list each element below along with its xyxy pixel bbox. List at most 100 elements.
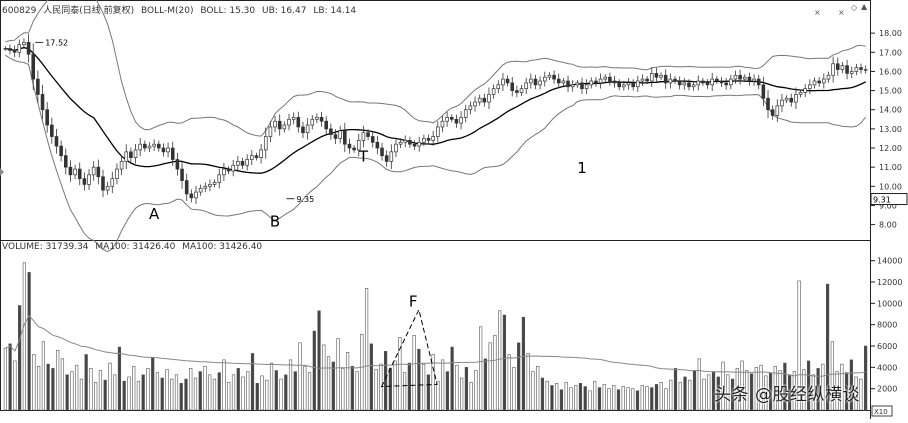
candle-body <box>584 84 589 90</box>
candle-body <box>473 101 477 107</box>
candle-body <box>352 147 356 151</box>
candle <box>473 96 477 112</box>
volume-bar <box>136 380 141 411</box>
candle <box>715 76 719 84</box>
candle-body <box>236 161 240 166</box>
candle-body <box>138 143 142 151</box>
volume-bar <box>512 367 516 411</box>
candle-body <box>701 80 705 84</box>
candle <box>356 133 361 157</box>
annotation-t: T <box>358 147 369 165</box>
candle <box>677 76 682 90</box>
candle <box>724 78 728 90</box>
candle <box>459 111 463 130</box>
candle <box>770 105 775 120</box>
candle <box>454 114 459 128</box>
candle-body <box>542 76 547 82</box>
candle-body <box>203 185 208 189</box>
low-price-label: 9.35 <box>296 195 314 204</box>
candle-body <box>161 147 166 153</box>
candle-body <box>175 159 180 170</box>
volume-bar <box>645 386 649 411</box>
candle <box>766 90 770 118</box>
volume-bar <box>864 345 868 411</box>
volume-bar <box>745 370 749 411</box>
candle <box>729 74 733 90</box>
candle-body <box>45 109 49 126</box>
volume-bar <box>184 378 188 411</box>
candle-body <box>529 78 533 84</box>
candle-body <box>426 138 431 141</box>
candle <box>403 135 408 148</box>
volume-bar <box>41 341 46 411</box>
candle <box>780 93 784 113</box>
candle-body <box>222 168 226 176</box>
candle-body <box>798 92 803 95</box>
candle-body <box>370 136 375 143</box>
volume-bar <box>545 380 549 411</box>
price-panel-frame <box>0 0 871 241</box>
diamond-icon[interactable]: ◇ <box>851 3 858 12</box>
candle-body <box>482 97 487 103</box>
price-tick-label: 17.00 <box>879 48 902 57</box>
candle <box>254 152 259 161</box>
volume-bar <box>331 361 335 411</box>
volume-bar <box>303 365 307 411</box>
volume-bar <box>464 367 468 411</box>
candle <box>96 159 101 185</box>
candle <box>594 77 598 87</box>
volume-bar <box>203 365 207 411</box>
candle-body <box>263 136 268 151</box>
volume-bar <box>288 359 293 411</box>
scroll-up-icon[interactable]: ▲ <box>861 2 868 11</box>
volume-bar <box>735 368 739 411</box>
candle <box>338 125 342 144</box>
volume-bar <box>583 386 587 411</box>
candle-body <box>835 63 840 70</box>
volume-bar <box>250 353 255 411</box>
volume-tick-label: 4000 <box>877 363 897 372</box>
close-icon-2[interactable]: × <box>838 8 845 17</box>
candle <box>110 171 115 194</box>
candle <box>305 118 310 140</box>
volume-bar <box>764 375 768 411</box>
candle <box>752 74 756 86</box>
volume-bar <box>821 363 825 411</box>
volume-bar <box>122 380 126 411</box>
candle-body <box>603 76 608 80</box>
volume-bar <box>588 390 592 411</box>
annotation-b: B <box>270 213 280 231</box>
price-tick-label: 8.00 <box>879 221 897 230</box>
candle <box>566 75 570 93</box>
current-price-box <box>870 193 908 206</box>
candle <box>789 93 794 107</box>
candle <box>840 62 845 74</box>
volume-bar <box>797 280 801 411</box>
candle-body <box>22 41 26 45</box>
close-icon[interactable]: × <box>814 8 821 17</box>
volume-bar <box>474 370 478 411</box>
candle <box>259 143 263 164</box>
candle <box>310 114 315 130</box>
candle <box>570 79 575 92</box>
candle-body <box>449 117 454 120</box>
volume-bar <box>198 371 202 411</box>
volume-bar <box>326 356 331 411</box>
volume-bar <box>407 362 411 411</box>
candle-body <box>524 82 528 90</box>
annotation-f: F <box>409 293 418 311</box>
candle-body <box>240 161 245 166</box>
candle <box>598 73 603 89</box>
candle-body <box>226 168 231 172</box>
candle-body <box>738 74 742 80</box>
volume-tick-label: 12000 <box>877 278 902 287</box>
candle-body <box>598 78 603 84</box>
candle-body <box>863 69 868 71</box>
volume-bar <box>8 343 12 411</box>
candle-body <box>617 82 621 88</box>
candle <box>184 173 189 201</box>
volume-bar <box>260 375 264 411</box>
candle <box>556 73 561 89</box>
candle <box>245 154 249 171</box>
candle <box>315 113 319 124</box>
